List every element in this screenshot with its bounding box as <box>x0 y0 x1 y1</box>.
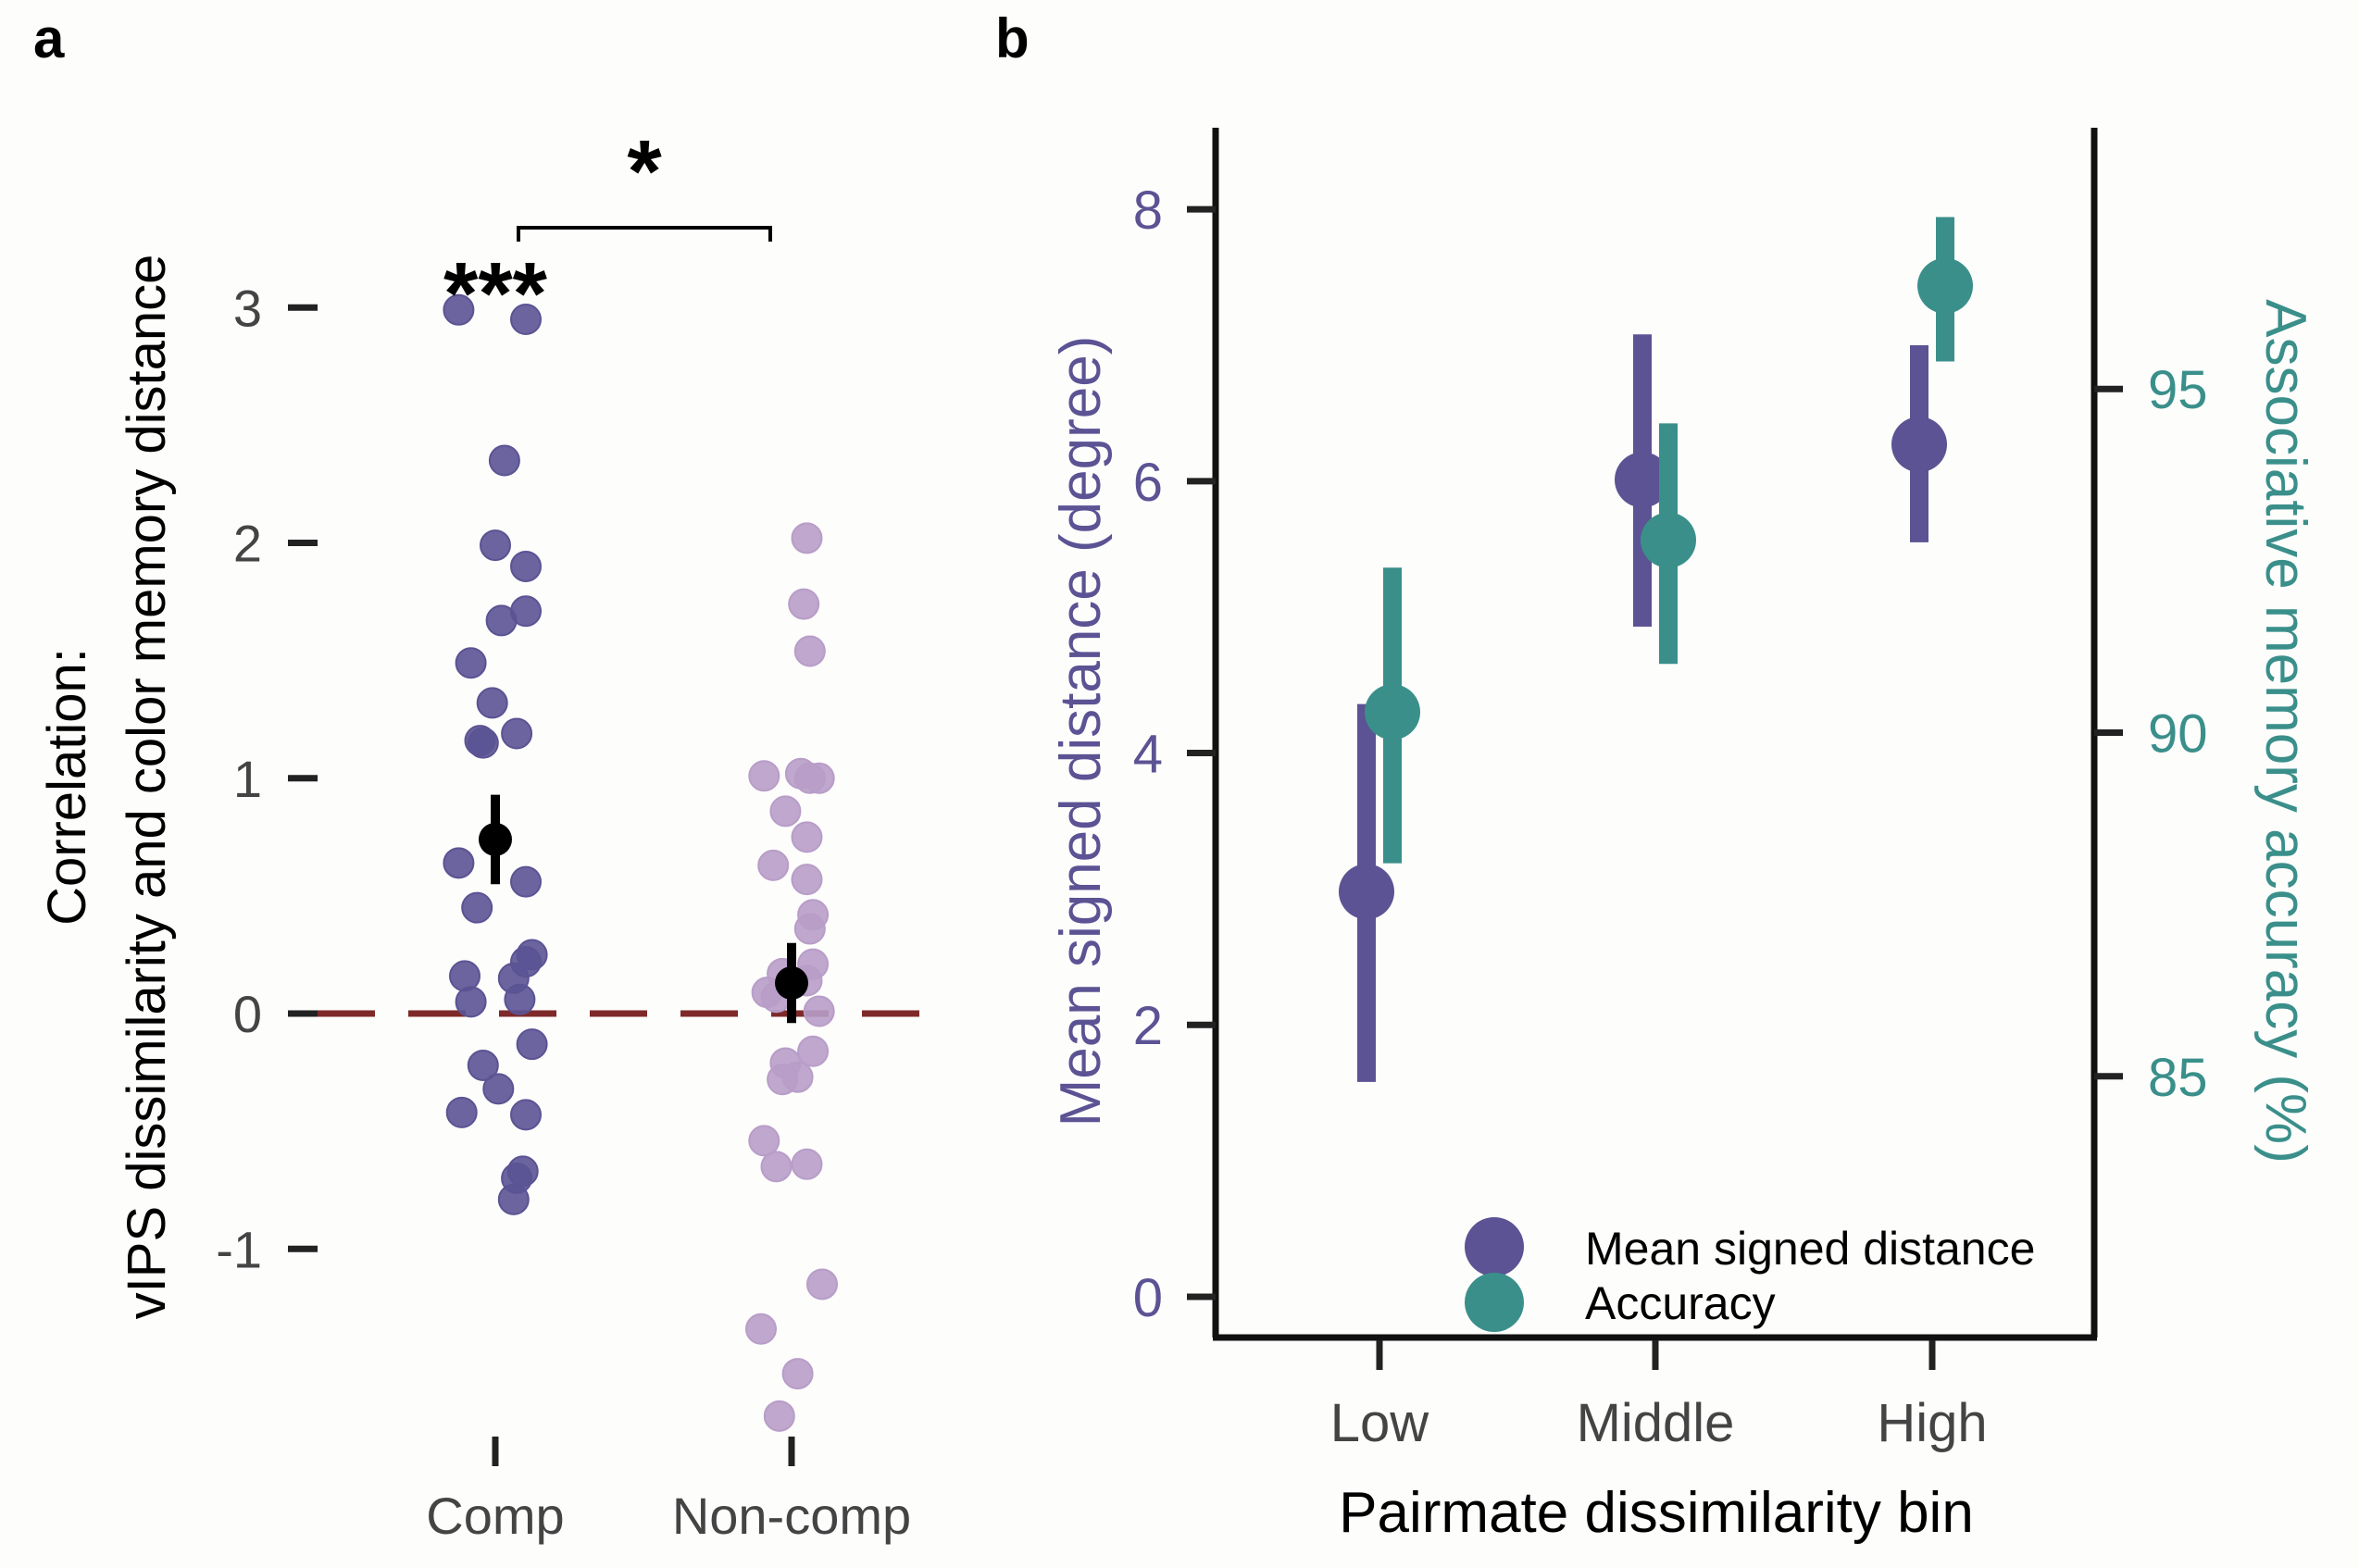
left-y-tick-label: 0 <box>1133 1268 1163 1328</box>
data-point <box>791 1148 823 1180</box>
data-point <box>767 1064 799 1096</box>
data-point <box>510 865 542 898</box>
data-point <box>769 795 802 828</box>
data-point <box>748 760 780 792</box>
data-point <box>806 1268 838 1300</box>
mean-point <box>775 965 808 1000</box>
y-tick-label: 2 <box>233 515 262 573</box>
data-point <box>443 293 475 326</box>
right-y-tick-label: 90 <box>2148 704 2208 765</box>
data-point <box>1615 452 1670 508</box>
right-y-tick-label: 85 <box>2148 1048 2208 1108</box>
panel-b-chart: 0 2 4 6 8 85 90 95 Low Middle High Pairmate diss… <box>1049 128 2317 1545</box>
panel-b-xlabel: Pairmate dissimilarity bin <box>1339 1481 1974 1545</box>
data-point <box>760 1151 793 1183</box>
panel-b-ylabel-left: Mean signed distance (degree) <box>1049 336 1113 1127</box>
data-point <box>455 647 487 679</box>
data-point <box>788 588 820 620</box>
left-y-tick-label: 8 <box>1133 180 1163 241</box>
y-tick-label: -1 <box>216 1220 262 1278</box>
data-point <box>516 1028 548 1061</box>
data-point <box>443 847 475 879</box>
legend-swatch-accuracy <box>1465 1273 1524 1332</box>
legend: Mean signed distance Accuracy <box>1465 1217 2035 1332</box>
data-point <box>803 762 835 794</box>
data-point <box>757 849 790 881</box>
data-point <box>745 1313 777 1345</box>
data-point <box>793 913 826 945</box>
panel-b-ylabel-right: Associative memory accuracy (%) <box>2253 299 2317 1164</box>
legend-label-distance: Mean signed distance <box>1585 1223 2035 1275</box>
left-y-tick-label: 6 <box>1133 453 1163 513</box>
data-point <box>793 635 826 667</box>
significance-bracket <box>517 226 772 242</box>
significance-label-bracket: * <box>627 122 662 221</box>
panel-a-ylabel-line1: Correlation: <box>37 648 97 926</box>
data-point <box>497 1183 530 1215</box>
panel-b-letter: b <box>995 7 1030 69</box>
panel-a-ylabel-line2: vIPS dissimilarity and color memory dist… <box>117 255 177 1320</box>
data-point <box>449 960 481 992</box>
x-tick-label: Non-comp <box>672 1487 911 1545</box>
data-point <box>748 1125 780 1157</box>
x-tick-label: High <box>1877 1393 1987 1453</box>
data-point <box>791 522 823 554</box>
left-y-tick-label: 4 <box>1133 725 1163 785</box>
data-point <box>1917 257 1973 314</box>
data-point <box>797 1035 830 1067</box>
data-point <box>476 687 508 719</box>
y-tick-label: 0 <box>233 985 262 1043</box>
data-point <box>510 303 542 335</box>
data-point <box>501 717 533 750</box>
data-point <box>1339 864 1394 920</box>
data-point <box>510 1099 542 1131</box>
data-point <box>1891 417 1947 473</box>
data-point <box>482 1073 515 1105</box>
legend-label-accuracy: Accuracy <box>1585 1277 1776 1329</box>
x-tick-label: Low <box>1330 1393 1430 1453</box>
data-point <box>461 891 493 924</box>
left-y-tick-label: 2 <box>1133 996 1163 1056</box>
data-point <box>480 529 511 562</box>
panel-a-chart: Correlation: vIPS dissimilarity and colo… <box>37 122 940 1545</box>
data-point <box>781 1358 814 1390</box>
data-point <box>504 983 536 1015</box>
data-point <box>1641 512 1696 568</box>
mean-point <box>479 822 512 856</box>
significance-label-comp: *** <box>443 244 548 343</box>
data-point <box>488 444 520 477</box>
y-tick-label: 3 <box>233 279 262 337</box>
right-y-tick-label: 95 <box>2148 360 2208 420</box>
data-point <box>510 595 542 628</box>
data-point <box>510 550 542 582</box>
data-point <box>467 727 499 759</box>
x-tick-label: Middle <box>1577 1393 1735 1453</box>
y-tick-label: 1 <box>233 750 262 808</box>
legend-swatch-distance <box>1465 1217 1524 1276</box>
data-point <box>791 864 823 896</box>
data-point <box>791 821 823 853</box>
data-point <box>1365 684 1420 740</box>
data-point <box>803 995 835 1027</box>
panel-a-letter: a <box>33 7 65 69</box>
data-point <box>455 986 487 1018</box>
x-tick-label: Comp <box>426 1487 564 1545</box>
data-point <box>467 1049 499 1081</box>
data-point <box>445 1096 478 1128</box>
data-point <box>763 1400 795 1432</box>
